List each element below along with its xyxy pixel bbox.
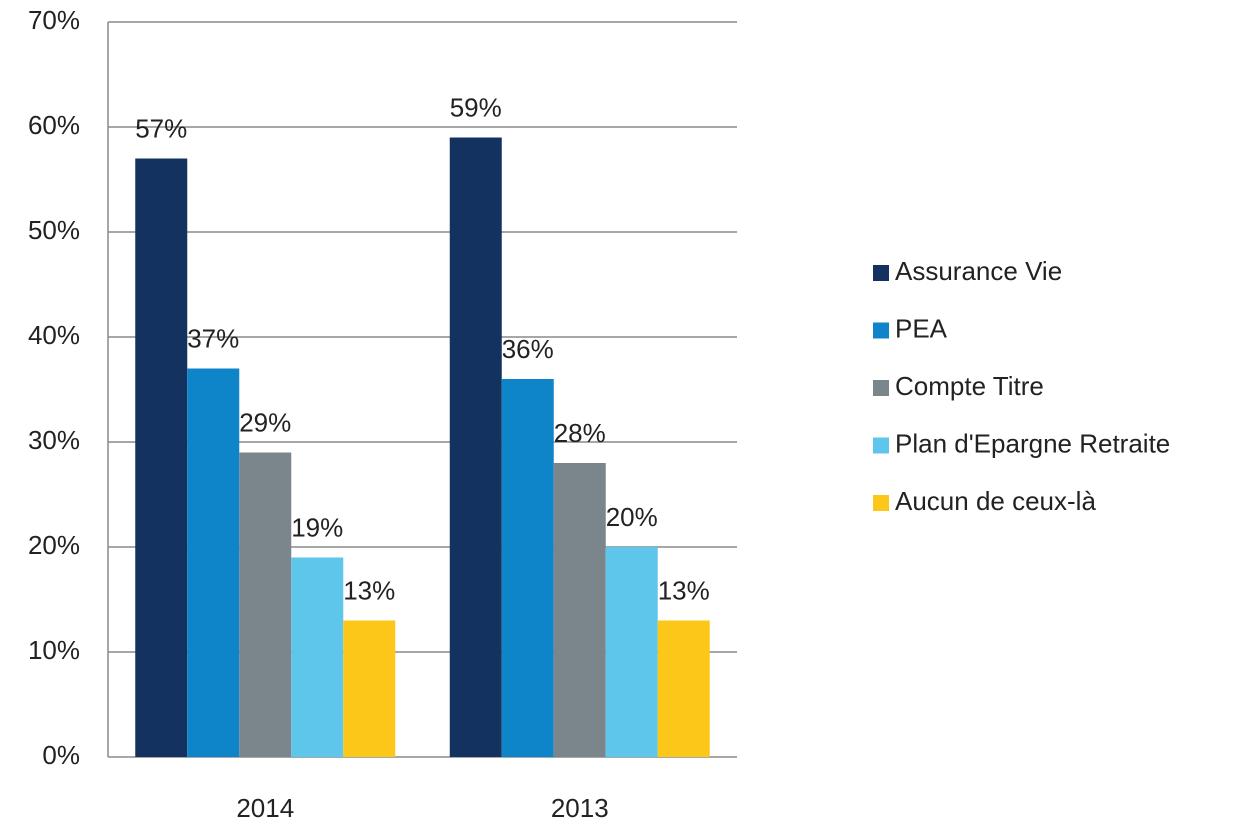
legend-swatch (873, 495, 889, 511)
value-label: 29% (239, 407, 291, 437)
legend-label: Plan d'Epargne Retraite (895, 428, 1170, 458)
legend-label: Aucun de ceux-là (895, 486, 1096, 516)
legend-swatch (873, 265, 889, 281)
y-tick-label: 50% (28, 215, 80, 245)
legend-label: PEA (895, 313, 948, 343)
value-label: 59% (450, 92, 502, 122)
bar (501, 379, 554, 757)
bar (553, 463, 606, 757)
y-tick-label: 40% (28, 320, 80, 350)
bar (657, 620, 710, 757)
value-label: 20% (606, 502, 658, 532)
bar (187, 368, 240, 757)
bar (343, 620, 396, 757)
y-tick-label: 30% (28, 425, 80, 455)
bar (239, 452, 292, 757)
value-label: 36% (502, 334, 554, 364)
bar (605, 547, 658, 757)
y-tick-label: 20% (28, 530, 80, 560)
bar (135, 158, 188, 757)
y-tick-label: 60% (28, 110, 80, 140)
bar (449, 137, 502, 757)
x-tick-label: 2013 (551, 793, 609, 823)
value-label: 19% (291, 512, 343, 542)
legend-label: Assurance Vie (895, 256, 1062, 286)
legend-swatch (873, 380, 889, 396)
y-tick-label: 10% (28, 635, 80, 665)
value-label: 57% (135, 113, 187, 143)
value-label: 28% (554, 418, 606, 448)
legend-label: Compte Titre (895, 371, 1044, 401)
bar (291, 557, 344, 757)
x-tick-label: 2014 (236, 793, 294, 823)
y-tick-label: 70% (28, 5, 80, 35)
value-label: 37% (187, 323, 239, 353)
y-tick-label: 0% (42, 740, 80, 770)
legend-swatch (873, 322, 889, 339)
value-label: 13% (658, 575, 710, 605)
legend-swatch (873, 437, 889, 454)
value-label: 13% (343, 575, 395, 605)
